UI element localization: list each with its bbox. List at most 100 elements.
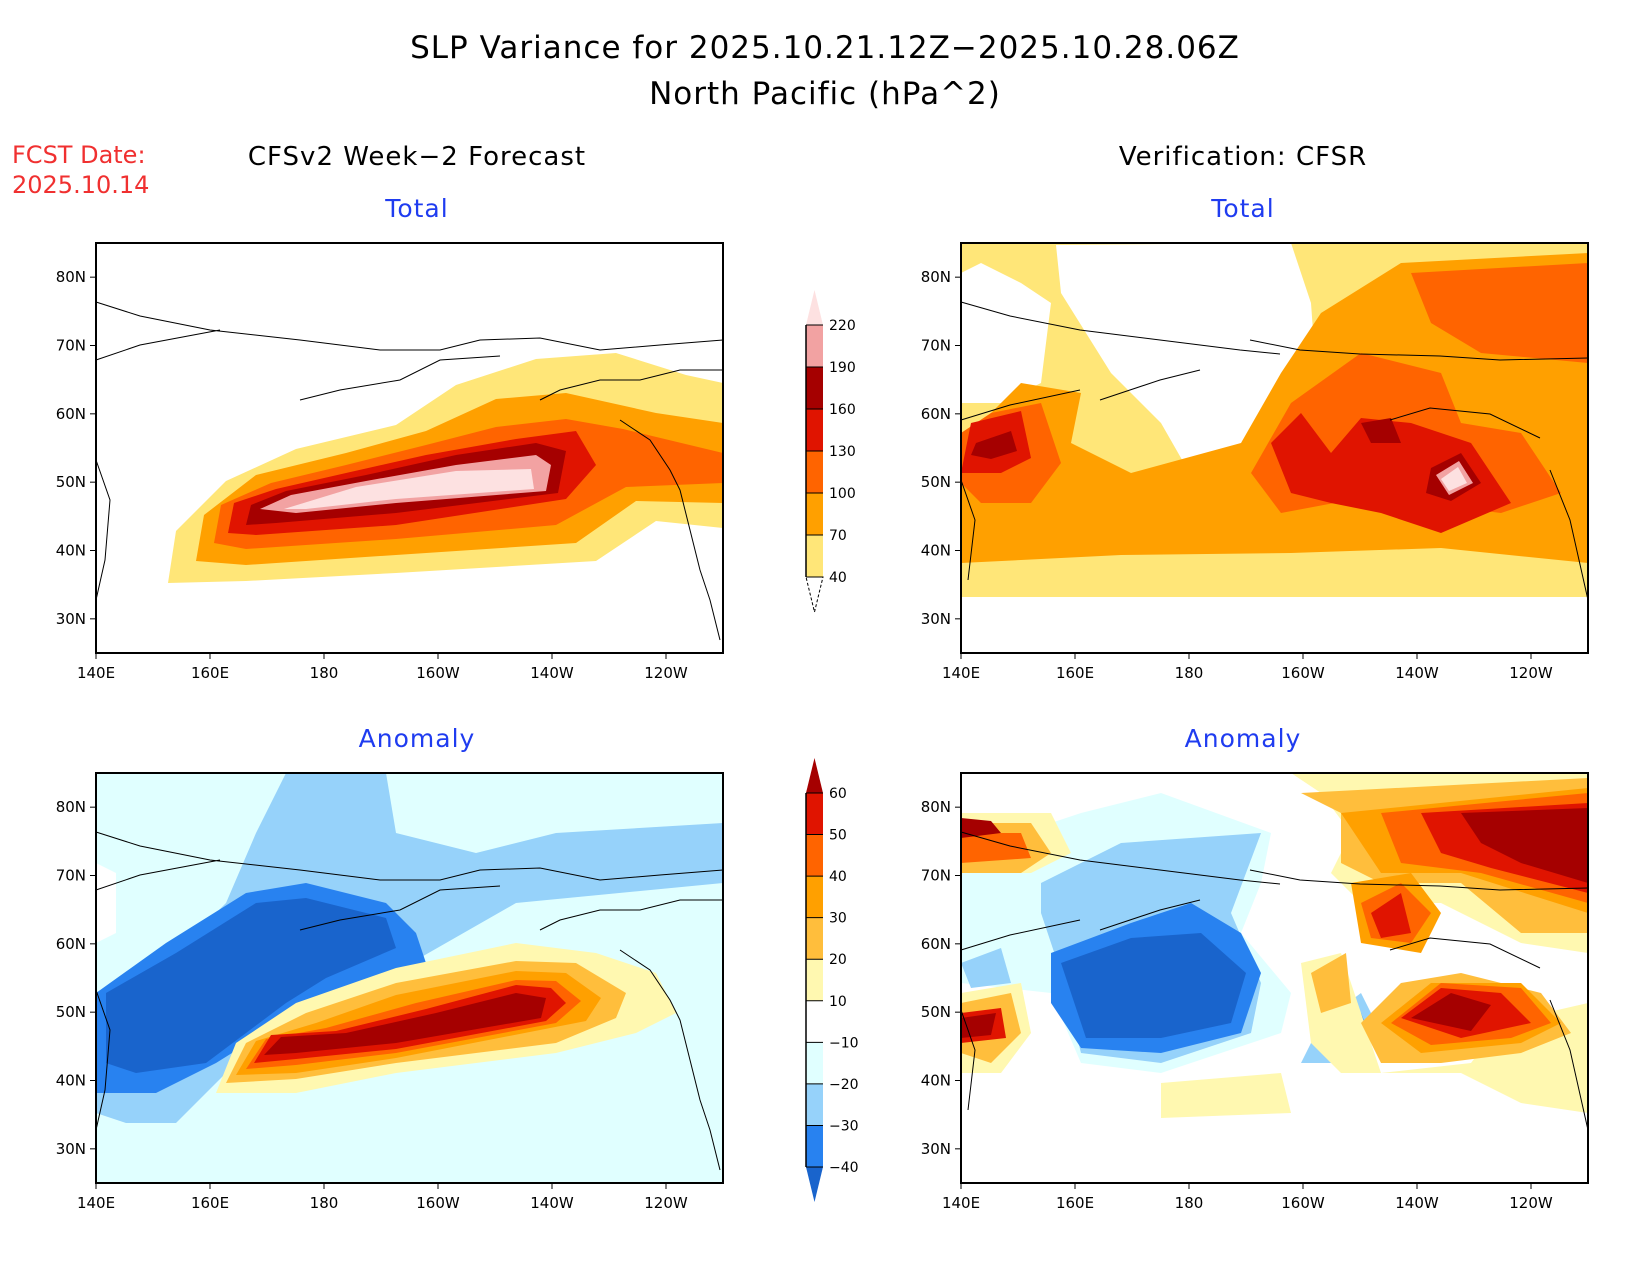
colorbar-label: 50 xyxy=(829,828,847,844)
colorbar-label: 100 xyxy=(829,486,856,502)
y-tick-label: 70N xyxy=(56,867,86,885)
y-tick-label: 60N xyxy=(921,405,951,423)
y-tick-label: 50N xyxy=(921,1003,951,1021)
y-tick-label: 60N xyxy=(56,935,86,953)
contour-50 xyxy=(1371,893,1411,938)
contour-160 xyxy=(971,431,1017,459)
y-tick-label: 40N xyxy=(921,542,951,560)
colorbar-arrow-bottom xyxy=(806,1167,823,1202)
panel-title-verification-total: Total xyxy=(1211,194,1275,223)
colorbar-swatch xyxy=(806,793,823,835)
colorbar-swatch xyxy=(806,493,823,535)
x-tick-label: 140E xyxy=(942,1194,980,1212)
x-tick-label: 160E xyxy=(1056,1194,1094,1212)
colorbar-swatch xyxy=(806,834,823,877)
x-tick-label: 160W xyxy=(416,664,460,682)
contour-60 xyxy=(1461,808,1588,883)
colorbar-total: 220 190 160 130 100 70 40 xyxy=(805,290,856,613)
y-tick-label: 70N xyxy=(56,337,86,355)
contour-minus40 xyxy=(106,898,396,1073)
main-title: SLP Variance for 2025.10.21.12Z−2025.10.… xyxy=(410,30,1240,66)
coastline-verification-total xyxy=(960,301,1589,601)
contour-minus40 xyxy=(1061,933,1246,1038)
y-tick-label: 80N xyxy=(56,268,86,286)
contour-40 xyxy=(961,833,1031,863)
contour-60 xyxy=(1411,993,1491,1031)
colorbar-label: 130 xyxy=(829,444,856,460)
colorbar-swatch xyxy=(806,451,823,493)
plot-frame xyxy=(95,242,724,654)
map-forecast-total xyxy=(168,353,723,583)
x-tick-label: 160E xyxy=(191,1194,229,1212)
colorbar-label: 60 xyxy=(829,786,847,802)
colorbar-swatch xyxy=(806,535,823,577)
y-tick-label: 80N xyxy=(56,798,86,816)
x-tick-label: 140W xyxy=(530,1194,574,1212)
contour-130 xyxy=(1271,413,1511,533)
y-tick-label: 30N xyxy=(56,1140,86,1158)
panel-title-forecast-anomaly: Anomaly xyxy=(358,724,476,753)
x-tick-label: 140E xyxy=(77,664,115,682)
colorbar-label: −10 xyxy=(829,1035,859,1051)
colorbar-swatch xyxy=(806,1125,823,1167)
x-tick-label: 140W xyxy=(530,664,574,682)
contour-10 xyxy=(1161,1073,1291,1118)
colorbar-swatch xyxy=(806,409,823,451)
y-tick-label: 70N xyxy=(921,337,951,355)
contour-minus20 xyxy=(961,948,1011,988)
colorbar-label: 220 xyxy=(829,318,856,334)
x-tick-label: 120W xyxy=(1509,1194,1553,1212)
x-tick-label: 120W xyxy=(644,1194,688,1212)
coastline-forecast-total xyxy=(95,301,724,641)
plot-frame xyxy=(960,242,1589,654)
y-tick-label: 50N xyxy=(921,473,951,491)
colorbar-arrow-top xyxy=(806,290,823,325)
contour-minus10 xyxy=(196,1113,446,1149)
x-tick-label: 140E xyxy=(77,1194,115,1212)
x-tick-label: 160W xyxy=(1281,1194,1325,1212)
colorbar-label: 160 xyxy=(829,402,856,418)
panel-title-verification-anomaly: Anomaly xyxy=(1184,724,1302,753)
panel-title-forecast-total: Total xyxy=(385,194,449,223)
axes-forecast-anomaly: 140E 160E 180 160W 140W 120W 30N 40N 50N 60N 70N 80… xyxy=(56,772,724,1212)
x-tick-label: 120W xyxy=(1509,664,1553,682)
map-forecast-anomaly xyxy=(96,773,723,1183)
colorbar-swatch xyxy=(806,1083,823,1126)
y-tick-label: 50N xyxy=(56,473,86,491)
no-shade-region xyxy=(96,863,116,943)
y-tick-label: 70N xyxy=(921,867,951,885)
colorbar-label: 70 xyxy=(829,528,847,544)
colorbar-swatch xyxy=(806,367,823,409)
column-title-verification: Verification: CFSR xyxy=(1118,142,1368,172)
colorbar-arrow-bottom xyxy=(805,576,824,613)
colorbar-label: 40 xyxy=(829,869,847,885)
colorbar-label: −20 xyxy=(829,1077,859,1093)
plot-frame xyxy=(960,772,1589,1184)
y-tick-label: 50N xyxy=(56,1003,86,1021)
y-tick-label: 30N xyxy=(56,610,86,628)
contour-100 xyxy=(1411,263,1588,363)
x-tick-label: 160W xyxy=(416,1194,460,1212)
y-tick-label: 60N xyxy=(921,935,951,953)
fcst-label: FCST Date: xyxy=(12,141,146,169)
fcst-date: 2025.10.14 xyxy=(12,171,150,199)
y-tick-label: 40N xyxy=(921,1072,951,1090)
y-tick-label: 40N xyxy=(56,1072,86,1090)
coastline-verification-anomaly xyxy=(960,831,1589,1131)
contour-60 xyxy=(961,818,1001,838)
contour-20 xyxy=(1311,953,1351,1013)
y-tick-label: 60N xyxy=(56,405,86,423)
colorbars-layer: 220 190 160 130 100 70 40 60 50 40 30 20 10 −10 −20 −30… xyxy=(805,290,859,1202)
colorbar-swatch xyxy=(806,876,823,918)
x-tick-label: 120W xyxy=(644,664,688,682)
contour-160 xyxy=(1361,418,1401,443)
map-verification-anomaly xyxy=(961,773,1588,1183)
x-tick-label: 160W xyxy=(1281,664,1325,682)
column-title-forecast: CFSv2 Week−2 Forecast xyxy=(247,142,587,172)
colorbar-label: 30 xyxy=(829,911,847,927)
contour-60 xyxy=(961,1013,996,1038)
colorbar-label: 10 xyxy=(829,994,847,1010)
contour-60 xyxy=(264,993,546,1055)
coastline-forecast-anomaly xyxy=(95,831,724,1171)
axes-verification-anomaly: 140E 160E 180 160W 140W 120W 30N 40N 50N 60N 70N 80… xyxy=(921,772,1589,1212)
